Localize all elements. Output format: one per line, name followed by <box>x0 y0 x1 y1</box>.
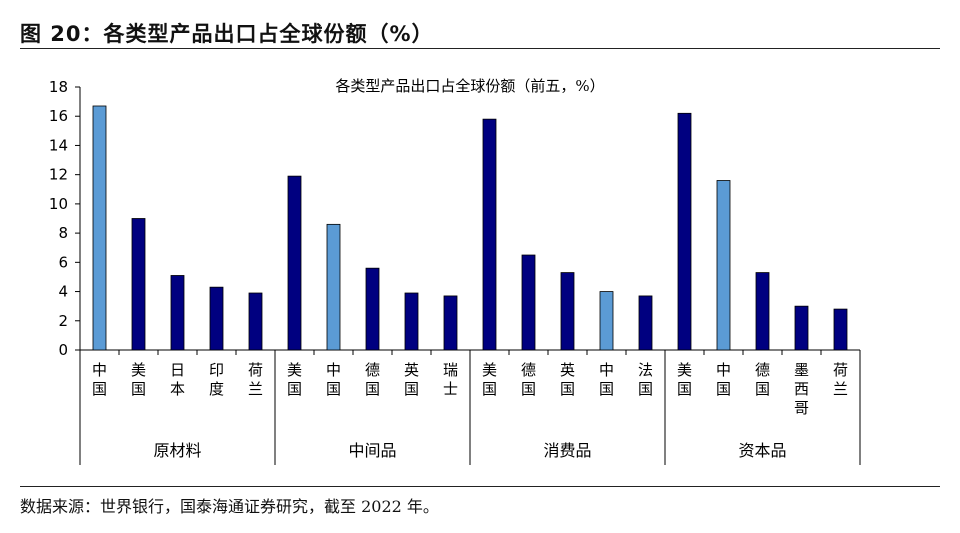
y-tick-label: 10 <box>49 195 68 213</box>
x-tick-label: 英国 <box>404 361 419 398</box>
bar <box>170 275 185 351</box>
figure-title: 图 20：各类型产品出口占全球份额（%） <box>20 22 434 46</box>
x-tick-label: 墨西哥 <box>794 361 809 417</box>
chart-title: 各类型产品出口占全球份额（前五，%） <box>335 77 604 95</box>
bar <box>404 292 419 351</box>
x-tick-label: 中国 <box>716 361 731 398</box>
y-tick-label: 0 <box>58 341 68 359</box>
x-tick-label: 美国 <box>131 361 146 398</box>
bar <box>443 295 458 351</box>
x-tick-label: 荷兰 <box>248 361 263 398</box>
x-tick-label: 美国 <box>287 361 302 398</box>
y-tick-label: 2 <box>58 312 68 330</box>
y-tick-label: 8 <box>58 224 68 242</box>
group-label: 原材料 <box>153 441 201 460</box>
bar <box>521 254 536 351</box>
x-tick-label: 德国 <box>365 361 380 398</box>
group-label: 资本品 <box>738 441 786 460</box>
x-tick-label: 中国 <box>599 361 614 398</box>
x-tick-label: 中国 <box>326 361 341 398</box>
y-tick-label: 18 <box>49 78 68 96</box>
x-tick-label: 瑞士 <box>443 361 458 398</box>
x-tick-label: 法国 <box>638 361 653 398</box>
source-note: 数据来源：世界银行，国泰海通证券研究，截至 2022 年。 <box>20 497 439 516</box>
figure-footer: 数据来源：世界银行，国泰海通证券研究，截至 2022 年。 <box>20 486 940 516</box>
x-tick-label: 日本 <box>170 361 185 398</box>
x-tick-label: 印度 <box>209 361 224 398</box>
bar <box>92 105 107 351</box>
y-tick-label: 14 <box>49 136 68 154</box>
group-label: 消费品 <box>543 441 591 460</box>
bar <box>248 292 263 351</box>
x-tick-label: 荷兰 <box>833 361 848 398</box>
y-tick-label: 4 <box>58 283 68 301</box>
bar <box>209 286 224 351</box>
x-tick-label: 美国 <box>677 361 692 398</box>
group-label: 中间品 <box>348 441 396 460</box>
bar <box>365 267 380 351</box>
bar <box>599 291 614 351</box>
bar <box>794 305 809 351</box>
x-tick-label: 美国 <box>482 361 497 398</box>
y-tick-label: 12 <box>49 166 68 184</box>
bar <box>833 308 848 351</box>
bar <box>131 218 146 351</box>
x-tick-label: 英国 <box>560 361 575 398</box>
bar <box>326 223 341 351</box>
x-tick-label: 德国 <box>755 361 770 398</box>
bar <box>482 118 497 351</box>
bar-chart: 各类型产品出口占全球份额（前五，%）024681012141618中国美国日本印… <box>49 77 861 465</box>
bar <box>560 272 575 351</box>
bar <box>638 295 653 351</box>
chart-container: 各类型产品出口占全球份额（前五，%） 0 2 4 6 8 10 12 14 16 18 中国 美国 日本印… <box>20 60 940 480</box>
y-tick-label: 6 <box>58 253 68 271</box>
figure-header: 图 20：各类型产品出口占全球份额（%） <box>20 12 940 49</box>
bar <box>716 180 731 351</box>
bar <box>677 112 692 351</box>
bar <box>755 272 770 351</box>
y-tick-label: 16 <box>49 107 68 125</box>
bar <box>287 175 302 351</box>
x-tick-label: 中国 <box>92 361 107 398</box>
x-tick-label: 德国 <box>521 361 536 398</box>
